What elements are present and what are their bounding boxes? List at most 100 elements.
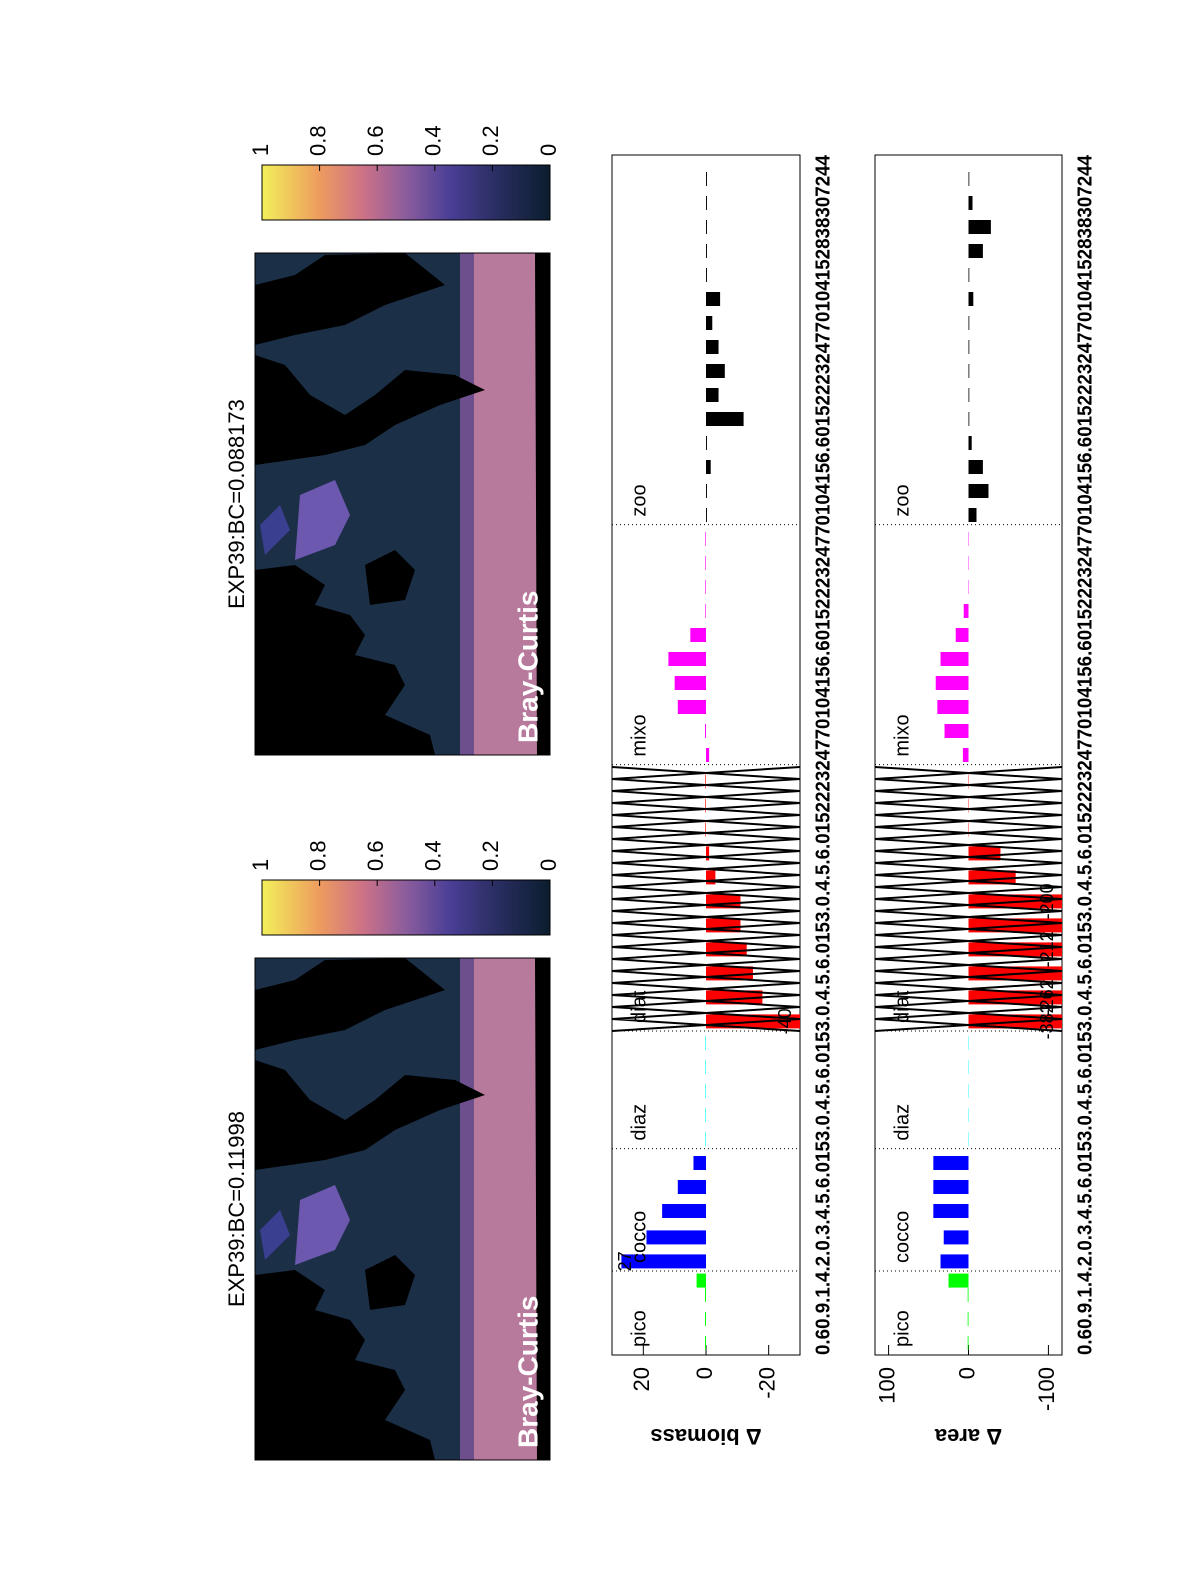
bar [705, 1084, 707, 1098]
colorbar-tick-label: 0.8 [305, 125, 330, 156]
bars [621, 172, 800, 1350]
bar [955, 628, 969, 642]
group-label: diaz [628, 1104, 650, 1141]
bar [706, 196, 707, 210]
bar [968, 894, 1062, 909]
bar [968, 244, 983, 258]
bar [705, 604, 707, 618]
y-tick-label: -100 [1034, 1367, 1059, 1411]
value-label: 27 [615, 1251, 635, 1271]
bar [968, 388, 970, 402]
y-tick-label: 20 [629, 1367, 654, 1391]
bar [693, 1156, 707, 1170]
bar [706, 340, 719, 354]
group-label: pico [628, 1310, 650, 1347]
y-axis-label: Δ biomass [650, 1424, 761, 1449]
bar [968, 172, 970, 186]
group-label: diat [628, 990, 650, 1023]
bar [968, 942, 1062, 957]
colorbar-tick-label: 1 [248, 144, 273, 156]
group-label: cocco [628, 1211, 650, 1263]
bar [968, 196, 973, 210]
bar [705, 724, 706, 738]
bar [706, 436, 707, 450]
bar [705, 532, 707, 546]
bar [706, 364, 725, 378]
bar [968, 340, 970, 354]
bar [968, 484, 989, 498]
colorbar-tick-label: 0 [536, 144, 561, 156]
bar [696, 1273, 706, 1288]
bar [705, 1132, 707, 1146]
value-label: -200 [1037, 883, 1057, 919]
bar [968, 412, 970, 426]
bar [968, 990, 1062, 1005]
bar [706, 508, 707, 522]
bar [968, 292, 974, 306]
colorbar [261, 879, 551, 936]
bar [968, 436, 972, 450]
colorbar-tick-label: 0 [536, 859, 561, 871]
group-label: zoo [628, 484, 650, 516]
bar [967, 1336, 969, 1350]
bar [621, 1254, 707, 1269]
map [255, 958, 550, 1460]
colorbar-tick-label: 0.6 [363, 125, 388, 156]
bar [968, 220, 991, 234]
bar [944, 724, 969, 738]
colorbar-tick-label: 0.2 [478, 840, 503, 871]
map-label: Bray-Curtis [512, 591, 543, 743]
y-tick-label: 0 [954, 1367, 979, 1379]
map [255, 253, 550, 755]
bar [706, 388, 719, 402]
map-title: EXP39:BC=0.11998 [224, 1111, 249, 1307]
colorbar-tick-label: 1 [248, 859, 273, 871]
bar [705, 1060, 707, 1074]
colorbar-tick-label: 0.6 [363, 840, 388, 871]
bar [705, 556, 707, 570]
bar [705, 1036, 707, 1050]
bar [706, 268, 707, 282]
bar [933, 1180, 969, 1194]
group-label: mixo [891, 714, 913, 756]
bar [705, 1336, 706, 1350]
colorbar [261, 164, 551, 221]
bar [646, 1230, 707, 1245]
map-frame [254, 252, 551, 756]
bar [706, 316, 713, 330]
x-tick-labels: 0.60.9.1.4.2.0.3.4.5.6.0153.0.4.5.6.0153… [812, 154, 834, 1355]
bar [705, 1312, 706, 1326]
colorbar-tick-label: 0.4 [421, 840, 446, 871]
map-frame [254, 957, 551, 1461]
bar [968, 918, 1062, 933]
bar [677, 1180, 706, 1194]
colorbar-tick-label: 0.4 [421, 125, 446, 156]
hatch [874, 766, 1063, 1032]
landscape-figure: EXP39:BC=0.11998 Bray-Curtis 0 0.2 0.4 0.6 0.8… [224, 125, 1096, 1461]
hatch [874, 766, 1063, 1032]
hatch [611, 766, 801, 1032]
y-tick-label: -20 [754, 1367, 779, 1399]
bar [706, 292, 721, 306]
bar [933, 1204, 969, 1218]
bar [967, 1312, 969, 1326]
bar [968, 460, 983, 474]
bar [963, 604, 969, 618]
bar [705, 822, 707, 837]
value-label: -40 [775, 1008, 795, 1034]
group-label: pico [891, 1310, 913, 1347]
bar [706, 846, 710, 861]
bar [940, 1254, 969, 1269]
bar [943, 1230, 969, 1245]
bar [933, 1156, 969, 1170]
bar [968, 316, 970, 330]
value-label: -382 [1037, 1003, 1057, 1039]
bar [968, 966, 1062, 981]
bar [706, 484, 707, 498]
bar [662, 1204, 707, 1218]
bar [706, 460, 711, 474]
bar [937, 700, 969, 714]
bar [706, 244, 707, 258]
y-axis-label: Δ area [934, 1424, 1002, 1449]
